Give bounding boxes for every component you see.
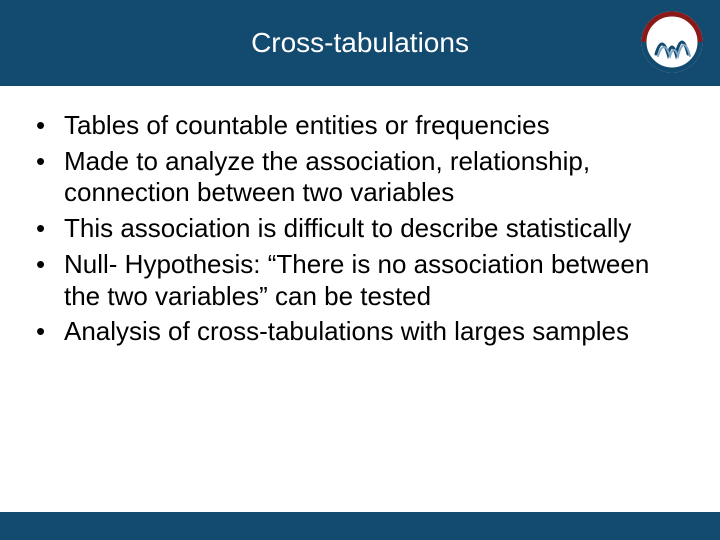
list-item: Tables of countable entities or frequenc…	[30, 110, 690, 142]
slide-footer	[0, 512, 720, 540]
slide-header: Cross-tabulations	[0, 0, 720, 86]
slide-title: Cross-tabulations	[251, 27, 469, 59]
slide-content: Tables of countable entities or frequenc…	[0, 86, 720, 362]
bullet-text: Analysis of cross-tabulations with large…	[64, 316, 629, 346]
list-item: This association is difficult to describ…	[30, 213, 690, 245]
bullet-text: Tables of countable entities or frequenc…	[64, 110, 550, 140]
bullet-text: Made to analyze the association, relatio…	[64, 146, 590, 208]
bullet-list: Tables of countable entities or frequenc…	[30, 110, 690, 348]
bullet-text: Null- Hypothesis: “There is no associati…	[64, 249, 649, 311]
bullet-text: This association is difficult to describ…	[64, 213, 631, 243]
university-logo-icon	[640, 10, 704, 74]
list-item: Analysis of cross-tabulations with large…	[30, 316, 690, 348]
list-item: Made to analyze the association, relatio…	[30, 146, 690, 209]
list-item: Null- Hypothesis: “There is no associati…	[30, 249, 690, 312]
